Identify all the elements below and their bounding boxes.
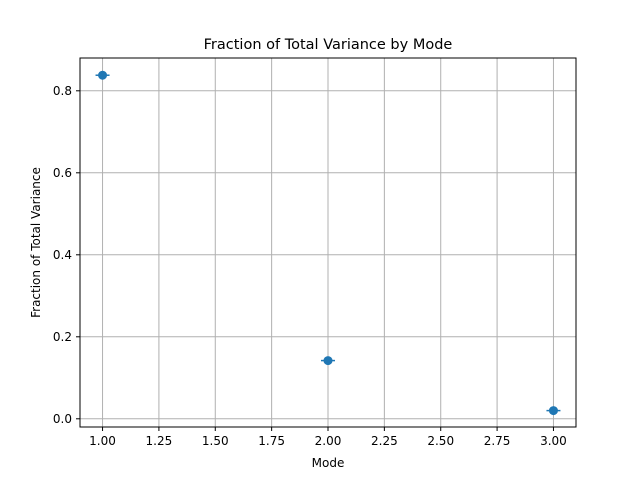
data-point — [323, 356, 333, 366]
x-tick-label: 2.50 — [427, 434, 454, 448]
x-tick-label: 1.25 — [146, 434, 173, 448]
y-axis-label: Fraction of Total Variance — [29, 167, 43, 318]
y-tick-label: 0.2 — [53, 330, 72, 344]
y-tick-label: 0.8 — [53, 84, 72, 98]
x-tick-label: 2.00 — [315, 434, 342, 448]
y-tick-label: 0.4 — [53, 248, 72, 262]
grid — [80, 58, 576, 427]
x-tick-label: 1.00 — [89, 434, 116, 448]
data-point — [98, 70, 108, 80]
x-tick-label: 2.25 — [371, 434, 398, 448]
x-axis: 1.00 1.25 1.50 1.75 2.00 2.25 2.50 2.75 3.00 — [89, 427, 567, 448]
y-tick-label: 0.0 — [53, 412, 72, 426]
chart-title: Fraction of Total Variance by Mode — [204, 37, 453, 53]
x-tick-label: 2.75 — [484, 434, 511, 448]
x-axis-label: Mode — [312, 456, 345, 470]
x-tick-label: 1.50 — [202, 434, 229, 448]
y-tick-label: 0.6 — [53, 166, 72, 180]
x-tick-label: 3.00 — [540, 434, 567, 448]
x-tick-label: 1.75 — [258, 434, 285, 448]
data-point — [548, 406, 558, 416]
data-series — [95, 70, 561, 416]
y-axis: 0.0 0.2 0.4 0.6 0.8 — [53, 84, 80, 426]
